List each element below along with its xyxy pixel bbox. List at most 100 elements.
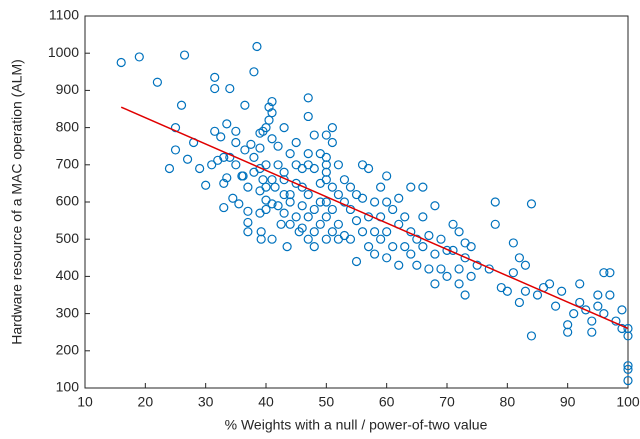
x-axis-label: % Weights with a null / power-of-two val… (225, 417, 488, 433)
scatter-point (339, 230, 350, 241)
scatter-point (291, 137, 301, 148)
scatter-point (357, 160, 368, 170)
scatter-point (550, 301, 561, 311)
scatter-point (273, 201, 283, 211)
scatter-point (255, 208, 265, 218)
scatter-point (623, 375, 633, 386)
scatter-point (210, 83, 220, 94)
scatter-point (370, 197, 380, 207)
y-tick-label: 800 (56, 118, 80, 134)
scatter-point (225, 152, 235, 162)
scatter-point (231, 137, 241, 148)
scatter-point (297, 223, 307, 233)
y-tick-label: 300 (56, 304, 80, 320)
scatter-point (303, 160, 313, 170)
scatter-point (376, 182, 386, 192)
scatter-point (321, 152, 331, 162)
scatter-point (520, 260, 531, 270)
y-tick-label: 400 (56, 267, 80, 283)
scatter-point (231, 126, 241, 136)
scatter-point (508, 238, 518, 248)
scatter-point (291, 212, 301, 222)
scatter-point (557, 286, 567, 296)
scatter-point (219, 152, 229, 162)
scatter-point (240, 100, 250, 110)
scatter-point (261, 204, 271, 215)
scatter-point (256, 227, 266, 237)
scatter-point (291, 160, 301, 170)
scatter-point (243, 206, 253, 216)
scatter-point (363, 163, 374, 174)
scatter-point (406, 249, 416, 259)
scatter-point (333, 189, 343, 200)
scatter-point (182, 154, 193, 164)
scatter-point (394, 193, 404, 203)
scatter-point (418, 242, 428, 252)
scatter-point (424, 230, 434, 241)
scatter-point (623, 361, 633, 371)
scatter-point (216, 132, 226, 142)
scatter-point (279, 122, 289, 133)
x-tick-label: 90 (560, 394, 576, 410)
scatter-point (327, 182, 337, 192)
scatter-point (587, 316, 597, 326)
scatter-point (593, 301, 603, 311)
scatter-point (454, 264, 464, 274)
scatter-point (351, 189, 362, 200)
scatter-point (623, 331, 633, 341)
y-tick-label: 200 (56, 342, 80, 358)
scatter-point (267, 199, 277, 209)
scatter-point (273, 160, 283, 170)
scatter-point (303, 111, 313, 122)
scatter-point (333, 160, 343, 170)
x-tick-label: 80 (500, 394, 516, 410)
y-tick-label: 500 (56, 230, 80, 246)
scatter-point (285, 219, 295, 229)
scatter-point (466, 271, 476, 281)
y-tick-label: 600 (56, 193, 80, 209)
scatter-point (270, 182, 280, 192)
scatter-point (252, 41, 262, 52)
scatter-point (575, 279, 585, 289)
scatter-point (418, 182, 428, 192)
scatter-point (309, 163, 319, 174)
scatter-point (303, 234, 313, 244)
scatter-point (526, 331, 537, 341)
scatter-point (460, 238, 470, 248)
scatter-point (333, 219, 343, 229)
scatter-point (351, 216, 362, 226)
y-tick-label: 700 (56, 156, 80, 172)
scatter-point (382, 197, 392, 207)
scatter-point (234, 199, 244, 209)
scatter-point (357, 193, 368, 203)
scatter-point (430, 201, 440, 211)
scatter-point (285, 149, 295, 159)
scatter-point (267, 134, 277, 144)
scatter-point (240, 145, 250, 155)
scatter-point (454, 279, 464, 289)
scatter-point (222, 119, 232, 129)
scatter-point (321, 175, 331, 185)
scatter-point (617, 323, 627, 334)
scatter-point (345, 182, 356, 192)
scatter-point (264, 102, 274, 112)
scatter-point (327, 137, 337, 148)
scatter-point (228, 193, 238, 203)
scatter-point (315, 197, 325, 207)
x-tick-label: 70 (439, 394, 455, 410)
scatter-point (321, 167, 331, 177)
scatter-point (370, 249, 380, 259)
scatter-point (279, 167, 289, 177)
scatter-point (430, 279, 440, 289)
scatter-point (255, 186, 265, 196)
scatter-point (219, 202, 229, 213)
scatter-point (382, 253, 392, 263)
scatter-point (599, 268, 609, 278)
scatter-point (264, 115, 274, 125)
scatter-point (418, 212, 428, 222)
scatter-point (321, 212, 331, 222)
x-tick-label: 10 (77, 394, 93, 410)
scatter-point (276, 219, 286, 229)
scatter-point (258, 175, 268, 185)
